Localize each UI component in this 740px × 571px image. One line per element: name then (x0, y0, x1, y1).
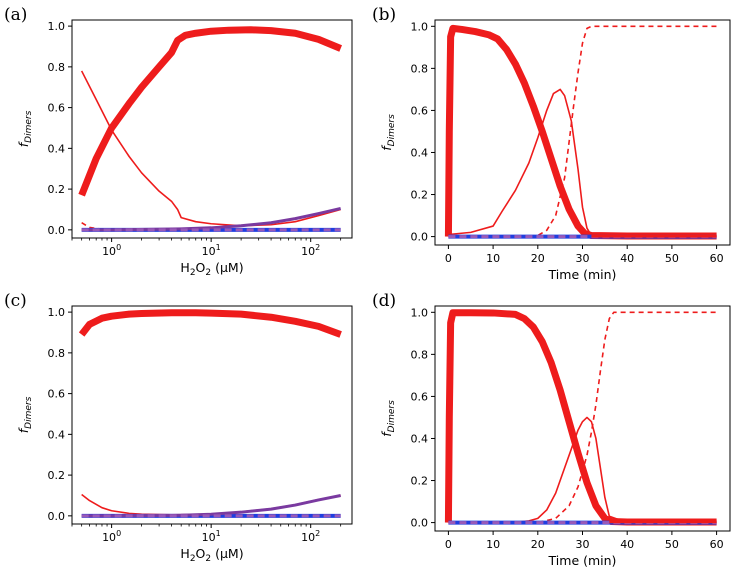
y-tick-label: 0.8 (48, 347, 66, 360)
y-tick-label: 0.6 (48, 388, 66, 401)
series-dashed-red (448, 25, 717, 238)
series-purple (81, 494, 341, 518)
x-tick-label: 20 (531, 252, 545, 265)
y-tick-label: 1.0 (411, 306, 429, 319)
x-tick-label: 101 (202, 243, 221, 258)
x-tick-label: 30 (576, 538, 590, 551)
y-tick-label: 1.0 (48, 306, 66, 319)
x-tick-exponent: 0 (116, 243, 121, 252)
panel-label-d: (d) (372, 291, 396, 311)
y-tick-label: 0.2 (411, 189, 429, 202)
x-tick-exponent: 2 (315, 529, 320, 538)
x-tick-label: 101 (202, 529, 221, 544)
series-group (444, 24, 717, 240)
y-tick-label: 0.2 (411, 475, 429, 488)
y-tick-label: 0.2 (48, 183, 66, 196)
y-tick-label: 0.0 (48, 224, 66, 237)
x-tick-label: 102 (301, 243, 320, 258)
x-tick-label: 40 (620, 538, 634, 551)
y-tick-label: 0.8 (411, 348, 429, 361)
x-tick-label: 60 (710, 252, 724, 265)
x-tick-exponent: 0 (116, 529, 121, 538)
y-tick-label: 0.0 (411, 231, 429, 244)
plot-frame (434, 305, 731, 532)
x-tick-exponent: 2 (315, 243, 320, 252)
series-thin-red (448, 88, 717, 238)
series-thick-red (444, 24, 717, 240)
plot-frame (71, 19, 353, 239)
panel-b: (b) 0.0 0.2 0.4 0.6 0.8 1.0 0 10 20 30 40 50 60 Time (… (372, 5, 731, 282)
series-purple (81, 206, 341, 232)
y-tick-label: 0.6 (411, 390, 429, 403)
series-group (78, 26, 343, 232)
x-tick-label: 100 (102, 243, 121, 258)
y-tick-label: 1.0 (411, 20, 429, 33)
x-tick-label: 30 (576, 252, 590, 265)
y-axis-label: fDimers (16, 396, 34, 433)
series-thick-red (78, 309, 342, 338)
x-tick-label: 0 (445, 538, 452, 551)
series-dashed-red (448, 311, 717, 524)
y-tick-label: 1.0 (48, 20, 66, 33)
series-group (444, 309, 717, 526)
plot-frame (434, 19, 731, 246)
y-tick-label: 0.2 (48, 469, 66, 482)
panel-label-b: (b) (372, 5, 396, 25)
series-thin-red (448, 416, 717, 524)
x-tick-label: 60 (710, 538, 724, 551)
y-axis-label: fDimers (16, 110, 34, 147)
series-group (78, 309, 342, 518)
y-axis-label: fDimers (379, 400, 397, 437)
plot-frame (71, 305, 353, 525)
panel-d: (d) 0.0 0.2 0.4 0.6 0.8 1.0 0 10 20 30 40 50 60 Time (… (372, 291, 731, 568)
panel-label-a: (a) (4, 5, 27, 25)
x-tick-label: 50 (665, 538, 679, 551)
y-tick-label: 0.6 (48, 102, 66, 115)
x-tick-label: 100 (102, 529, 121, 544)
x-tick-label: 10 (486, 538, 500, 551)
y-tick-label: 0.4 (48, 428, 66, 441)
x-tick-label: 10 (486, 252, 500, 265)
x-tick-label: 20 (531, 538, 545, 551)
x-axis-label: Time (min) (548, 553, 617, 568)
y-tick-label: 0.8 (48, 61, 66, 74)
x-tick-label: 102 (301, 529, 320, 544)
series-thick-red (78, 26, 343, 197)
y-tick-label: 0.0 (48, 510, 66, 523)
series-thick-red (444, 309, 717, 526)
y-tick-label: 0.4 (411, 146, 429, 159)
x-tick-label: 50 (665, 252, 679, 265)
x-axis-label: H2O2 (μM) (180, 546, 243, 564)
y-tick-label: 0.6 (411, 104, 429, 117)
panel-label-c: (c) (4, 291, 27, 311)
x-axis-label: H2O2 (μM) (180, 260, 243, 278)
x-axis-label: Time (min) (548, 267, 617, 282)
y-axis-label: fDimers (379, 114, 397, 151)
series-thin-red (80, 70, 341, 227)
y-tick-label: 0.0 (411, 517, 429, 530)
x-tick-exponent: 1 (216, 243, 221, 252)
x-tick-label: 40 (620, 252, 634, 265)
y-tick-label: 0.4 (411, 432, 429, 445)
y-tick-label: 0.8 (411, 62, 429, 75)
x-tick-label: 0 (445, 252, 452, 265)
y-tick-label: 0.4 (48, 142, 66, 155)
x-tick-exponent: 1 (216, 529, 221, 538)
